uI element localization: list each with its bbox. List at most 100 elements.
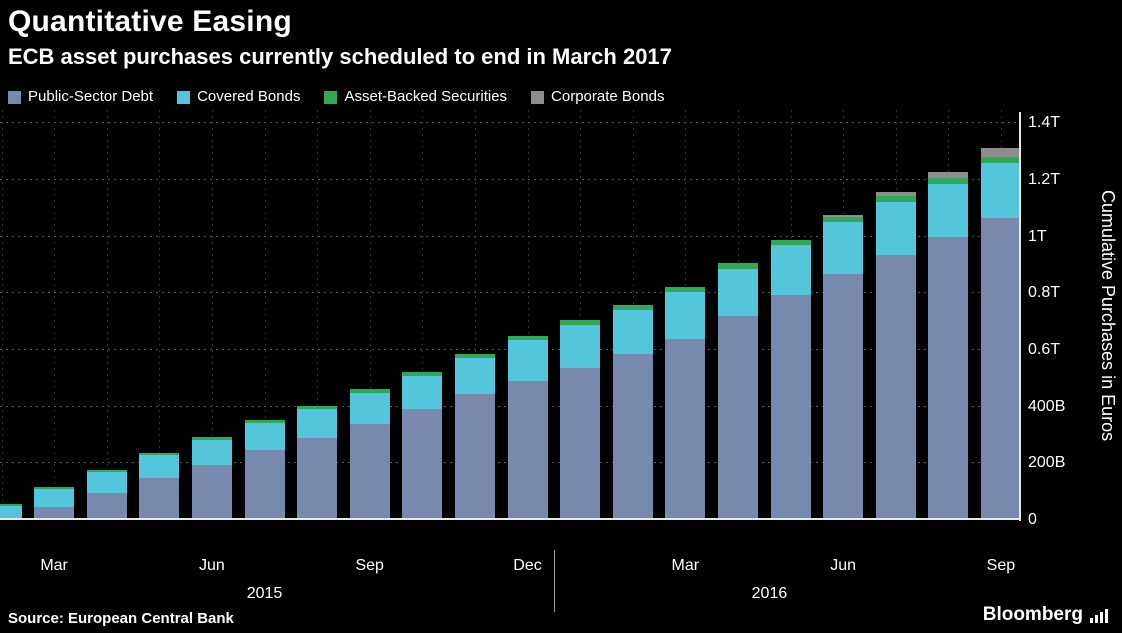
bar-segment-covered-bonds: [86, 471, 127, 494]
x-tick-label-jun: Jun: [198, 557, 225, 574]
bar-mar-2015: [34, 487, 75, 520]
gridline-v-aug-2015: [317, 110, 319, 520]
x-axis-baseline: [0, 518, 1020, 520]
bar-segment-asset-backed-securities: [349, 389, 390, 393]
x-tick-label-sep: Sep: [355, 557, 384, 574]
bar-segment-covered-bonds: [980, 162, 1020, 219]
bar-segment-public-sector-debt: [770, 294, 811, 520]
bar-segment-covered-bonds: [770, 245, 811, 295]
bar-segment-asset-backed-securities: [86, 470, 127, 472]
bar-jan-2016: [560, 320, 601, 520]
bar-segment-covered-bonds: [717, 268, 758, 317]
bar-segment-asset-backed-securities: [454, 353, 495, 359]
gridline-v-oct-2015: [422, 110, 424, 520]
year-label-2015: 2015: [246, 585, 283, 602]
bar-dec-2015: [507, 336, 548, 520]
bar-segment-covered-bonds: [612, 309, 653, 355]
bar-jun-2015: [191, 436, 232, 520]
bar-segment-covered-bonds: [928, 183, 969, 238]
bar-may-2016: [770, 239, 811, 520]
bar-segment-covered-bonds: [665, 292, 706, 339]
year-label-2016: 2016: [751, 585, 788, 602]
bar-segment-public-sector-debt: [928, 237, 969, 520]
chart-subtitle: ECB asset purchases currently scheduled …: [8, 44, 672, 69]
bar-segment-covered-bonds: [875, 201, 916, 255]
x-tick-label-dec: Dec: [513, 557, 542, 574]
gridline-v-dec-2015: [527, 110, 529, 520]
bar-segment-covered-bonds: [244, 422, 285, 451]
bar-aug-2016: [928, 172, 969, 520]
covered-bonds-swatch-icon: [177, 90, 191, 104]
y-axis-title: Cumulative Purchases in Euros: [1098, 190, 1118, 442]
legend-item-asset-backed-securities: Asset-Backed Securities: [324, 88, 507, 106]
y-tick-label-200b: 200B: [1028, 454, 1066, 472]
gridline-v-jan-2016: [580, 110, 582, 520]
bar-segment-asset-backed-securities: [980, 156, 1020, 163]
bar-apr-2016: [717, 263, 758, 520]
bar-jun-2016: [823, 215, 864, 520]
bar-segment-asset-backed-securities: [0, 504, 22, 506]
y-axis-line: [1019, 112, 1021, 521]
bar-jul-2016: [875, 192, 916, 520]
bar-segment-public-sector-debt: [612, 354, 653, 520]
bar-segment-public-sector-debt: [86, 493, 127, 520]
legend-item-covered-bonds: Covered Bonds: [177, 88, 300, 106]
y-tick-label-0-8t: 0.8T: [1028, 284, 1061, 302]
x-tick-label-sep: Sep: [986, 557, 1016, 574]
bar-segment-public-sector-debt: [454, 394, 495, 520]
bar-sep-2016: [980, 148, 1020, 520]
x-tick-label-mar: Mar: [671, 557, 700, 574]
gridline-v-jul-2015: [264, 110, 266, 520]
year-divider-line: [553, 550, 555, 612]
gridline-v-feb-2015: [1, 110, 3, 520]
bar-nov-2015: [454, 353, 495, 520]
bar-chart-icon: [1088, 608, 1108, 623]
bar-may-2015: [139, 452, 180, 520]
gridline-v-mar-2015: [54, 110, 56, 520]
bar-segment-public-sector-debt: [191, 465, 232, 520]
gridline-v-apr-2015: [106, 110, 108, 520]
bar-segment-public-sector-debt: [823, 273, 864, 520]
bar-segment-covered-bonds: [560, 325, 601, 368]
bar-segment-public-sector-debt: [507, 380, 548, 520]
bar-segment-asset-backed-securities: [402, 372, 443, 376]
bar-segment-corporate-bonds: [823, 215, 864, 217]
y-tick-label-400b: 400B: [1028, 397, 1066, 415]
bar-segment-public-sector-debt: [297, 437, 338, 520]
bar-segment-asset-backed-securities: [560, 320, 601, 326]
chart-title: Quantitative Easing: [8, 5, 292, 38]
bar-segment-covered-bonds: [0, 505, 22, 520]
public-sector-debt-swatch-icon: [8, 90, 21, 104]
bar-segment-asset-backed-securities: [875, 195, 916, 202]
bar-segment-public-sector-debt: [244, 450, 285, 520]
bar-segment-covered-bonds: [349, 393, 390, 425]
bar-segment-public-sector-debt: [665, 338, 706, 520]
bar-segment-asset-backed-securities: [297, 405, 338, 409]
bar-segment-covered-bonds: [402, 376, 443, 410]
legend-item-corporate-bonds: Corporate Bonds: [531, 88, 664, 106]
y-tick-label-1-2t: 1.2T: [1028, 170, 1061, 188]
bar-segment-asset-backed-securities: [244, 419, 285, 423]
legend-label-asset-backed-securities: Asset-Backed Securities: [344, 88, 508, 105]
bar-apr-2015: [86, 470, 127, 520]
bar-segment-public-sector-debt: [402, 409, 443, 520]
gridline-v-sep-2015: [369, 110, 371, 520]
bar-feb-2015: [0, 504, 22, 520]
source-note: Source: European Central Bank: [8, 610, 234, 627]
bar-segment-corporate-bonds: [875, 192, 916, 196]
bar-segment-covered-bonds: [191, 439, 232, 466]
plot-area: [0, 110, 1020, 520]
bar-segment-asset-backed-securities: [823, 216, 864, 223]
asset-backed-securities-swatch-icon: [324, 90, 338, 104]
bar-segment-public-sector-debt: [560, 367, 601, 520]
bar-aug-2015: [297, 405, 338, 520]
legend-label-corporate-bonds: Corporate Bonds: [551, 88, 665, 105]
bar-segment-asset-backed-securities: [770, 239, 811, 246]
bar-segment-asset-backed-securities: [612, 304, 653, 310]
bar-segment-asset-backed-securities: [665, 286, 706, 293]
gridline-v-nov-2015: [474, 110, 476, 520]
bar-segment-asset-backed-securities: [717, 263, 758, 269]
bar-segment-asset-backed-securities: [507, 336, 548, 341]
bar-sep-2015: [349, 389, 390, 520]
legend-item-public-sector-debt: Public-Sector Debt: [8, 88, 153, 106]
